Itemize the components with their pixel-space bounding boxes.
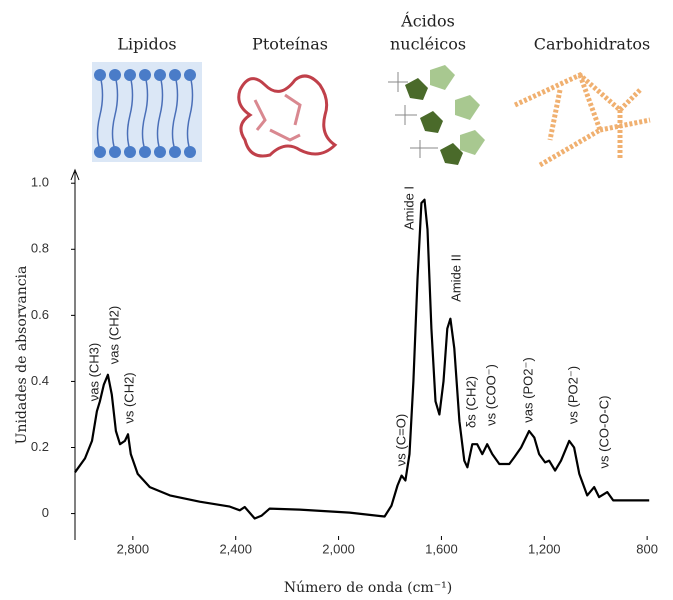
y-tick-label: 0 xyxy=(42,505,49,520)
y-tick-label: 0.6 xyxy=(31,307,49,322)
peak-annotation: νs (PO2⁻) xyxy=(565,366,580,424)
peak-annotation: δs (CH2) xyxy=(463,376,478,428)
peak-annotation: νs (CO-O-C) xyxy=(596,396,611,469)
protein-icon xyxy=(239,76,335,156)
x-tick-label: 800 xyxy=(636,541,658,556)
top-label: Ácidos xyxy=(400,11,455,31)
peak-annotation: Amide I xyxy=(401,186,416,230)
lipid-icon xyxy=(92,62,202,162)
y-tick-label: 0.2 xyxy=(31,439,49,454)
peak-annotation: νas (CH3) xyxy=(86,343,101,402)
peak-annotation: νs (C=O) xyxy=(393,414,408,466)
top-label: nucléicos xyxy=(390,35,466,54)
peak-annotation: νas (PO2⁻) xyxy=(520,357,535,422)
nucleic-acid-icon xyxy=(388,65,485,165)
y-tick-label: 0.8 xyxy=(31,241,49,256)
peak-annotation: νs (CH2) xyxy=(121,372,136,423)
peak-annotation: Amide II xyxy=(448,254,463,302)
carbohydrate-icon xyxy=(515,75,650,165)
top-label: Carbohidratos xyxy=(534,35,650,54)
x-axis-label: Número de onda (cm⁻¹) xyxy=(284,580,452,596)
spectrum-line xyxy=(75,200,649,519)
y-axis-label: Unidades de absorvancia xyxy=(14,266,30,445)
peak-annotation: νas (CH2) xyxy=(106,306,121,365)
x-tick-label: 2,400 xyxy=(219,541,252,556)
x-tick-label: 1,600 xyxy=(425,541,458,556)
x-tick-label: 1,200 xyxy=(528,541,561,556)
x-tick-label: 2,000 xyxy=(322,541,355,556)
y-tick-label: 0.4 xyxy=(31,373,49,388)
y-tick-label: 1.0 xyxy=(31,175,49,190)
chart: Lipidos Ptoteínas Ácidos nucléicos Carbo… xyxy=(0,0,673,600)
x-tick-label: 2,800 xyxy=(117,541,150,556)
top-label: Ptoteínas xyxy=(252,35,328,54)
top-label: Lipidos xyxy=(117,35,176,54)
peak-annotation: νs (COO⁻) xyxy=(483,364,498,426)
